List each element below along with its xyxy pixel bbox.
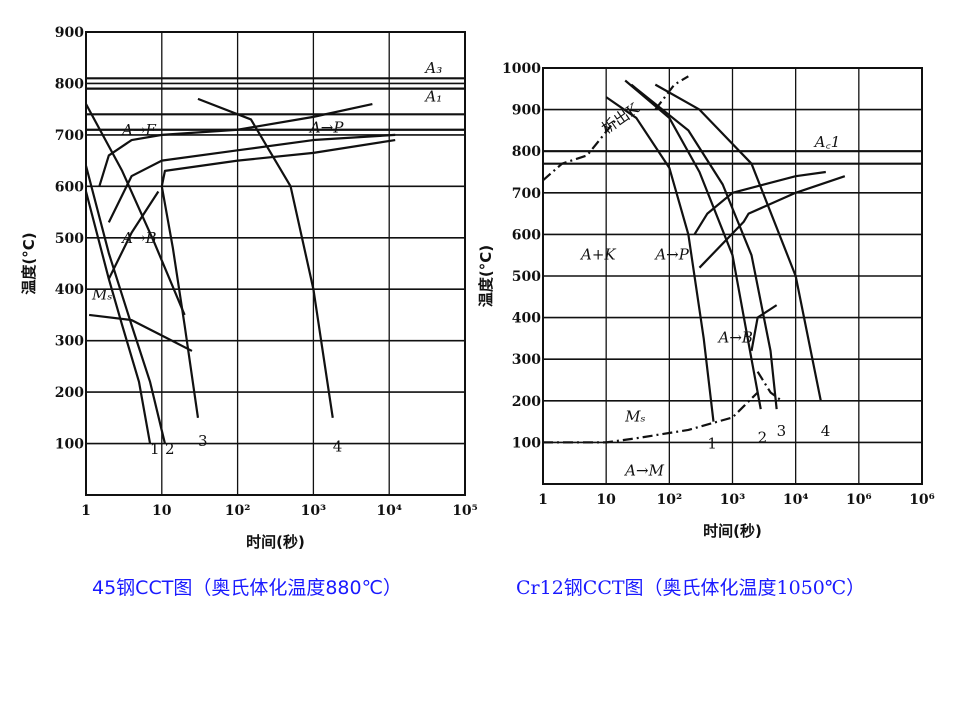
curve-3 — [160, 186, 200, 418]
y-tick-label: 700 — [512, 186, 541, 202]
annotation: A₃ — [423, 59, 442, 77]
curve-F-start — [98, 102, 373, 187]
curve-4 — [197, 97, 334, 418]
annotation: A→P — [653, 245, 689, 263]
curve-3 — [630, 83, 778, 410]
y-tick-label: 300 — [55, 334, 84, 350]
curve-B — [750, 304, 778, 352]
curve-Ms — [89, 313, 193, 352]
annotation: 析出K — [598, 99, 643, 138]
annotation: 3 — [777, 422, 787, 440]
annotation: 2 — [165, 440, 175, 458]
x-tick-label: 10⁴ — [783, 492, 809, 508]
y-axis-label: 温度(°C) — [477, 245, 495, 307]
annotation: A₁ — [423, 87, 442, 105]
y-tick-label: 700 — [55, 128, 84, 144]
annotation: A→B — [716, 329, 752, 347]
annotation: Mₛ — [624, 408, 645, 426]
x-axis-label: 时间(秒) — [703, 522, 762, 540]
x-tick-label: 10³ — [720, 492, 746, 508]
caption-cr12-steel: Cr12钢CCT图（奥氏体化温度1050℃） — [516, 577, 866, 599]
curve-P-end — [698, 175, 846, 269]
annotation: Mₛ — [91, 286, 112, 304]
curve-B — [107, 190, 160, 280]
annotation: A꜀1 — [813, 133, 841, 151]
curve-Ms — [543, 391, 759, 444]
y-tick-label: 200 — [55, 385, 84, 401]
annotation: A→M — [623, 462, 664, 480]
curve-segment — [85, 103, 186, 316]
x-tick-label: 10⁵ — [452, 503, 478, 519]
x-axis-label: 时间(秒) — [246, 533, 305, 551]
y-tick-label: 100 — [512, 435, 541, 451]
curve-2 — [84, 165, 167, 444]
curve-P-start — [693, 170, 826, 235]
y-tick-label: 900 — [512, 103, 541, 119]
annotation: 4 — [821, 422, 831, 440]
chart-0: 1 10 10² 10³ 10⁴ 10⁵ 100 200 300 400 500 600 700 800 9… — [20, 25, 478, 551]
x-tick-label: 1 — [81, 503, 91, 519]
y-tick-label: 500 — [512, 269, 541, 285]
x-tick-label: 10⁴ — [376, 503, 402, 519]
x-tick-label: 10 — [152, 503, 172, 519]
y-tick-label: 400 — [55, 282, 84, 298]
y-tick-label: 900 — [55, 25, 84, 41]
curve-4 — [654, 83, 822, 402]
x-tick-label: 10⁶ — [846, 492, 872, 508]
y-tick-label: 800 — [512, 144, 541, 160]
curve-1 — [84, 191, 152, 444]
chart-1: 1 10 10² 10³ 10⁴ 10⁶ 10⁶ 100 200 300 400 500 600 700 8… — [477, 61, 935, 540]
annotation: A+K — [579, 245, 616, 263]
y-tick-label: 200 — [512, 394, 541, 410]
annotation: A→B — [120, 229, 156, 247]
caption-45-steel: 45钢CCT图（奥氏体化温度880℃） — [92, 577, 402, 599]
annotation: 1 — [707, 435, 717, 453]
curve-2 — [624, 79, 762, 410]
annotation: 3 — [198, 432, 208, 450]
curve-segment — [756, 371, 783, 402]
annotation: A→P — [308, 118, 344, 136]
x-tick-label: 10² — [657, 492, 683, 508]
curve-1 — [605, 96, 715, 422]
x-tick-label: 1 — [538, 492, 548, 508]
x-tick-label: 10² — [225, 503, 251, 519]
y-tick-label: 800 — [55, 76, 84, 92]
annotation: 4 — [333, 437, 343, 455]
y-tick-label: 600 — [55, 179, 84, 195]
x-tick-label: 10³ — [301, 503, 327, 519]
curve-P-end — [160, 138, 396, 187]
y-tick-label: 400 — [512, 311, 541, 327]
x-tick-label: 10 — [596, 492, 616, 508]
annotation: A→F — [120, 121, 156, 139]
y-tick-label: 300 — [512, 352, 541, 368]
x-tick-label: 10⁶ — [909, 492, 935, 508]
annotation: 1 — [150, 440, 160, 458]
y-axis-label: 温度(°C) — [20, 232, 38, 294]
y-tick-label: 600 — [512, 227, 541, 243]
y-tick-label: 500 — [55, 231, 84, 247]
y-tick-label: 1000 — [502, 61, 541, 77]
curve-segment — [654, 75, 689, 111]
annotation: 2 — [758, 428, 768, 446]
plot-frame — [85, 31, 466, 496]
y-tick-label: 100 — [55, 437, 84, 453]
curve-K-precipitation — [542, 117, 619, 182]
curve-P-start — [107, 133, 396, 223]
